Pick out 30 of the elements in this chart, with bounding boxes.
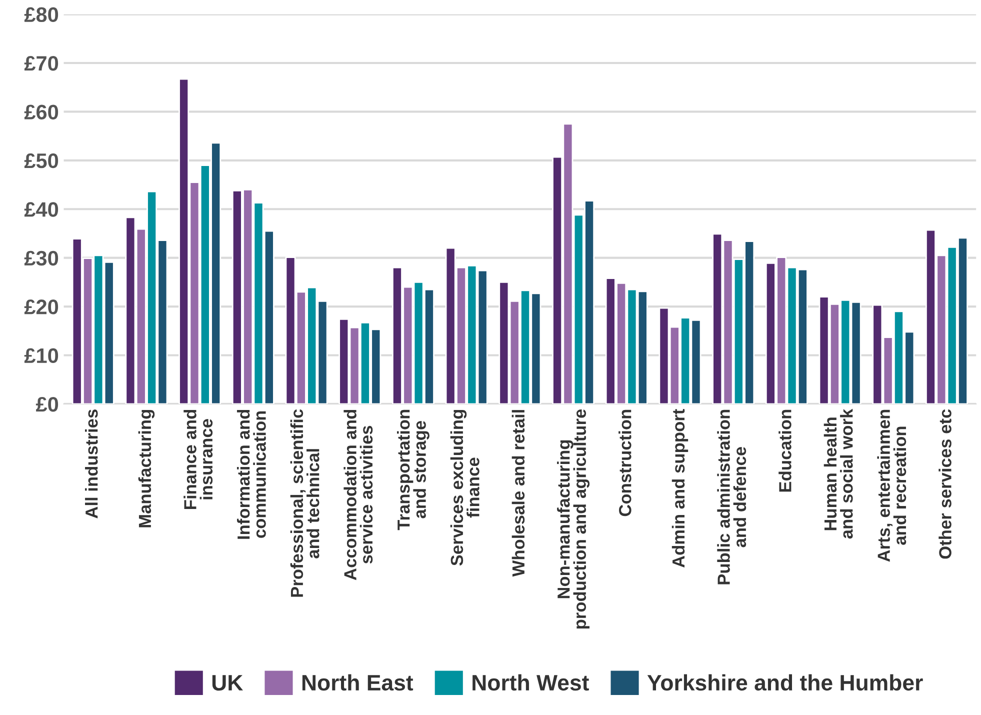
x-tick-label: Services excluding finance	[450, 410, 480, 566]
legend-label: North East	[302, 674, 414, 691]
x-tick-label: Accommodation and service activities	[344, 410, 373, 580]
x-tick-label: Transportation and storage	[397, 410, 430, 530]
x-tick-label: Arts, entertainmen and recreation	[877, 410, 906, 562]
legend-label: North West	[472, 674, 589, 691]
x-tick-label: Information and communication	[236, 410, 266, 539]
x-tick-label: Admin and support	[672, 409, 688, 568]
legend-label: UK	[212, 675, 243, 691]
x-tick-label: Education	[778, 410, 792, 492]
y-tick-label: £80	[24, 7, 58, 22]
x-tick-label: Professional, scientific and technical	[290, 409, 320, 597]
y-tick-label: £0	[36, 396, 58, 412]
y-tick-label: £50	[24, 153, 58, 168]
x-tick-label: Finance and insurance	[184, 410, 213, 509]
x-tick-label: All industries	[85, 410, 98, 518]
y-tick-label: £60	[24, 104, 58, 120]
x-tick-label: Other services etc	[938, 409, 952, 559]
y-tick-label: £70	[24, 56, 58, 71]
x-tick-label: Public administration and defence	[717, 410, 746, 584]
y-tick-label: £40	[24, 202, 58, 217]
y-tick-label: £20	[24, 300, 58, 314]
x-tick-label: Manufacturing	[138, 410, 155, 528]
x-tick-label: Non-manufacturing production and agriculture	[557, 409, 590, 629]
legend-label: Yorkshire and the Humber	[647, 674, 923, 691]
x-tick-label: Human health and social work	[824, 408, 853, 539]
x-tick-label: Construction	[618, 410, 632, 516]
y-tick-label: £30	[24, 250, 58, 266]
x-tick-label: Wholesale and retail	[512, 410, 525, 577]
y-tick-label: £10	[24, 348, 58, 364]
